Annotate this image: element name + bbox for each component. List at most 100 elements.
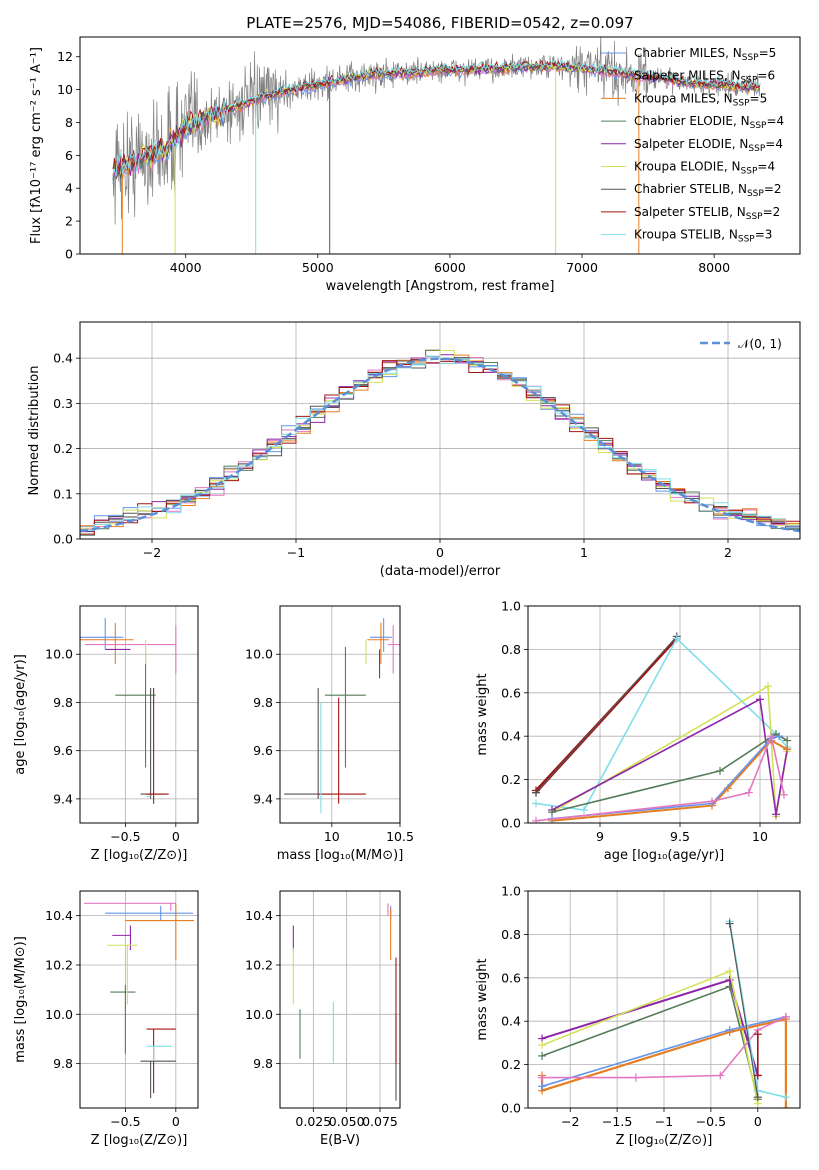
x-tick-label: 10.5 bbox=[386, 829, 414, 844]
y-tick-label: 6 bbox=[65, 148, 73, 163]
x-tick-label: 0 bbox=[172, 1114, 180, 1129]
legend-label: Salpeter MILES, NSSP=6 bbox=[634, 69, 775, 86]
x-axis-label: (data-model)/error bbox=[380, 564, 501, 579]
legend-label: Chabrier ELODIE, NSSP=4 bbox=[634, 114, 784, 131]
y-tick-label: 2 bbox=[65, 214, 73, 229]
plot-area-residuals bbox=[80, 349, 800, 536]
x-tick-label: 0.075 bbox=[362, 1114, 398, 1129]
plot-area-mass_vs_Z bbox=[84, 902, 194, 1099]
residual-histogram bbox=[80, 355, 800, 531]
y-tick-label: 9.6 bbox=[53, 743, 73, 758]
x-axis-label: Z [log₁₀(Z/Z⊙)] bbox=[91, 848, 188, 863]
legend-label: Kroupa ELODIE, NSSP=4 bbox=[634, 160, 775, 177]
y-tick-label: 10.0 bbox=[45, 1007, 73, 1022]
x-tick-label: 0 bbox=[172, 829, 180, 844]
y-tick-label: 9.8 bbox=[253, 1056, 273, 1071]
panel-spectrum: 4000 5000 6000 7000 8000 0 2 4 6 8 10 12 wavelength … bbox=[29, 36, 801, 294]
legend-label: Kroupa MILES, NSSP=5 bbox=[634, 91, 767, 108]
residual-histogram bbox=[80, 350, 800, 529]
panel-weight_vs_age: 9 9.5 10 0.0 0.2 0.4 0.6 0.8 1.0 age [log₁₀(age/y… bbox=[475, 599, 801, 863]
y-tick-label: 10.0 bbox=[45, 647, 73, 662]
axes-frame bbox=[79, 36, 801, 255]
y-tick-label: 9.4 bbox=[253, 791, 273, 806]
y-tick-label: 0.2 bbox=[53, 441, 73, 456]
y-tick-label: 8 bbox=[65, 115, 73, 130]
x-tick-label: 10 bbox=[752, 829, 768, 844]
weight-line bbox=[535, 635, 678, 794]
y-tick-label: 10.4 bbox=[245, 908, 273, 923]
x-tick-label: 9.5 bbox=[670, 829, 690, 844]
y-tick-label: 0.6 bbox=[501, 970, 521, 985]
figure-title: PLATE=2576, MJD=54086, FIBERID=0542, z=0… bbox=[246, 14, 633, 32]
y-tick-label: 9.8 bbox=[53, 695, 73, 710]
x-tick-label: 7000 bbox=[566, 260, 598, 275]
x-axis-label: age [log₁₀(age/yr)] bbox=[604, 848, 725, 863]
y-tick-label: 0.4 bbox=[501, 1014, 521, 1029]
legend-label: Salpeter ELODIE, NSSP=4 bbox=[634, 137, 783, 154]
y-tick-label: 12 bbox=[57, 49, 73, 64]
x-tick-label: −0.5 bbox=[110, 829, 140, 844]
legend-label: Kroupa STELIB, NSSP=3 bbox=[634, 228, 772, 245]
weight-line bbox=[535, 637, 788, 811]
plot-area-age_vs_Z bbox=[80, 618, 177, 804]
x-tick-label: 0 bbox=[436, 545, 444, 560]
y-tick-label: 4 bbox=[65, 181, 73, 196]
axes-frame bbox=[279, 890, 401, 1109]
weight-line bbox=[551, 739, 788, 822]
y-axis-label: mass [log₁₀(M/M⊙)] bbox=[13, 936, 28, 1063]
x-tick-label: −2 bbox=[143, 545, 161, 560]
y-tick-label: 0.0 bbox=[501, 1101, 521, 1116]
y-axis-label: age [log₁₀(age/yr)] bbox=[13, 654, 28, 775]
y-tick-label: 9.8 bbox=[253, 695, 273, 710]
x-tick-label: 4000 bbox=[170, 260, 202, 275]
legend-label: Chabrier STELIB, NSSP=2 bbox=[634, 182, 782, 199]
y-tick-label: 9.4 bbox=[53, 791, 73, 806]
weight-line bbox=[541, 978, 759, 1076]
y-tick-label: 1.0 bbox=[501, 599, 521, 614]
x-tick-label: 0.050 bbox=[329, 1114, 365, 1129]
plot-area-spectrum bbox=[112, 37, 761, 254]
y-tick-label: 9.8 bbox=[53, 1056, 73, 1071]
y-tick-label: 1.0 bbox=[501, 884, 521, 899]
x-axis-label: wavelength [Angstrom, rest frame] bbox=[326, 279, 555, 294]
panel-age_vs_Z: −0.5 0 9.4 9.6 9.8 10.0 Z [log₁₀(Z/Z⊙)] age [lo… bbox=[13, 605, 199, 863]
x-axis-label: mass [log₁₀(M/M⊙)] bbox=[277, 848, 404, 863]
axes-frame bbox=[527, 605, 801, 824]
x-tick-label: 5000 bbox=[302, 260, 334, 275]
y-axis-label: Normed distribution bbox=[27, 366, 42, 496]
x-tick-label: 10 bbox=[324, 829, 340, 844]
panel-age_vs_mass: 10 10.5 9.4 9.6 9.8 10.0 mass [log₁₀(M/M⊙)] bbox=[245, 605, 414, 863]
y-tick-label: 10.0 bbox=[245, 1007, 273, 1022]
x-tick-label: 8000 bbox=[698, 260, 730, 275]
y-tick-label: 0.8 bbox=[501, 927, 521, 942]
plot-area-weight_vs_age bbox=[532, 632, 792, 823]
y-tick-label: 10 bbox=[57, 82, 73, 97]
x-tick-label: 0 bbox=[754, 1114, 762, 1129]
x-axis-label: Z [log₁₀(Z/Z⊙)] bbox=[616, 1133, 713, 1148]
x-tick-label: 6000 bbox=[434, 260, 466, 275]
y-tick-label: 0.0 bbox=[501, 816, 521, 831]
axes-frame bbox=[79, 890, 199, 1109]
x-tick-label: −2 bbox=[561, 1114, 579, 1129]
x-tick-label: 1 bbox=[580, 545, 588, 560]
weight-line bbox=[551, 735, 780, 820]
y-tick-label: 0.0 bbox=[53, 532, 73, 547]
y-axis-label: Flux [fλ10⁻¹⁷ erg cm⁻² s⁻¹ A⁻¹] bbox=[29, 47, 44, 244]
y-axis-label: mass weight bbox=[475, 673, 490, 755]
y-tick-label: 0.4 bbox=[501, 729, 521, 744]
x-tick-label: −1 bbox=[655, 1114, 673, 1129]
weight-line bbox=[551, 684, 788, 817]
x-tick-label: −0.5 bbox=[696, 1114, 726, 1129]
gaussian-curve bbox=[80, 357, 800, 533]
y-tick-label: 0.1 bbox=[53, 486, 73, 501]
y-tick-label: 0.2 bbox=[501, 1057, 521, 1072]
y-axis-label: mass weight bbox=[475, 958, 490, 1040]
x-tick-label: 2 bbox=[724, 545, 732, 560]
axes-frame bbox=[79, 605, 199, 824]
y-tick-label: 9.6 bbox=[253, 743, 273, 758]
panels: 4000 5000 6000 7000 8000024681012wavelength … bbox=[13, 36, 801, 1148]
legend-label: Chabrier MILES, NSSP=5 bbox=[634, 46, 776, 63]
axes-frame bbox=[527, 890, 801, 1109]
axes-frame bbox=[279, 605, 401, 824]
